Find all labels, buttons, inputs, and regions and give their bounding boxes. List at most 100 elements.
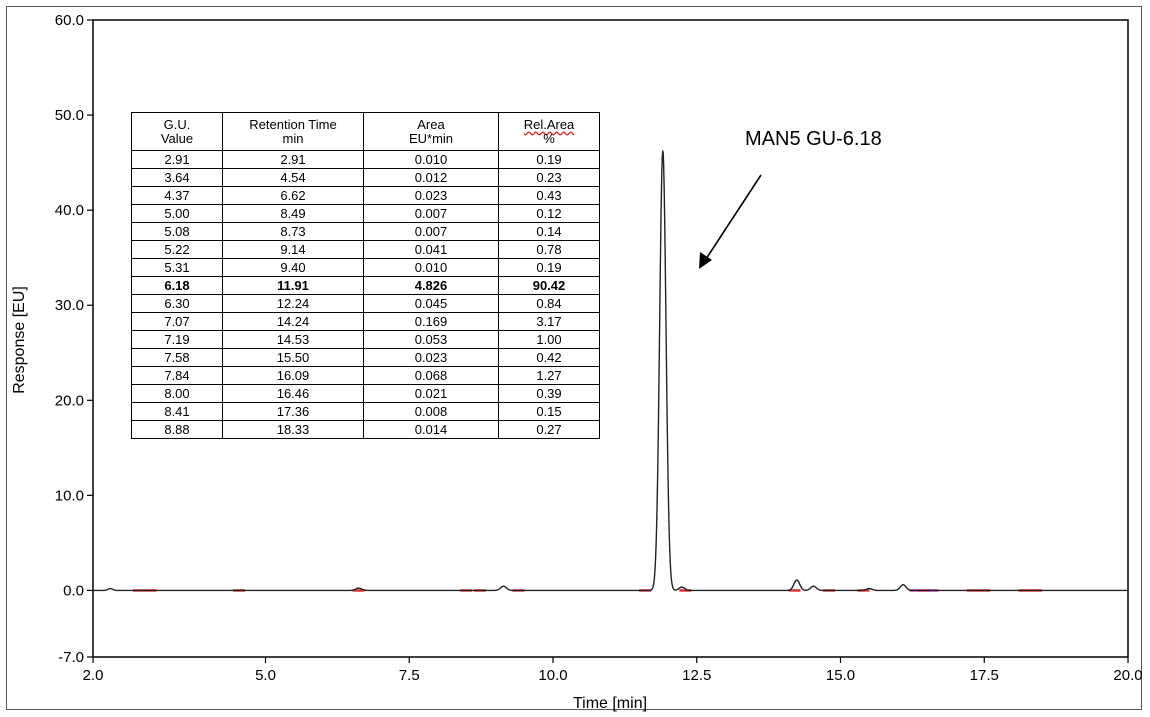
table-cell: 15.50 — [222, 348, 364, 367]
y-tick-label: 10.0 — [55, 487, 84, 504]
table-row: 5.08 8.73 0.007 0.14 — [131, 222, 600, 241]
x-tick-label: 17.5 — [970, 667, 999, 684]
x-tick-label: 5.0 — [255, 667, 276, 684]
table-cell: 5.22 — [131, 240, 223, 259]
table-cell: 6.18 — [131, 276, 223, 295]
table-cell: 1.00 — [498, 330, 600, 349]
table-cell: 9.40 — [222, 258, 364, 277]
peak-table: G.U. Value Retention Time min Area EU*min R… — [131, 112, 600, 439]
table-header-row: G.U. Value Retention Time min Area EU*min R… — [131, 112, 600, 151]
table-cell: 0.14 — [498, 222, 600, 241]
table-cell: 4.54 — [222, 168, 364, 187]
x-tick-label: 7.5 — [399, 667, 420, 684]
table-row: 7.07 14.24 0.169 3.17 — [131, 312, 600, 331]
table-cell: 8.00 — [131, 384, 223, 403]
table-cell: 17.36 — [222, 402, 364, 421]
table-row: 8.00 16.46 0.021 0.39 — [131, 384, 600, 403]
table-cell: 0.045 — [363, 294, 499, 313]
table-cell: 5.31 — [131, 258, 223, 277]
table-cell: 0.12 — [498, 204, 600, 223]
table-row: 5.00 8.49 0.007 0.12 — [131, 204, 600, 223]
table-row: 8.41 17.36 0.008 0.15 — [131, 402, 600, 421]
table-cell: 6.62 — [222, 186, 364, 205]
table-row: 5.31 9.40 0.010 0.19 — [131, 258, 600, 277]
table-cell: 18.33 — [222, 420, 364, 439]
table-cell: 0.010 — [363, 150, 499, 169]
table-cell: 0.27 — [498, 420, 600, 439]
table-cell: 8.88 — [131, 420, 223, 439]
header-retention-time: Retention Time min — [222, 112, 364, 151]
chart-frame — [6, 6, 1142, 710]
chromatogram-trace — [93, 150, 1128, 592]
table-cell: 7.19 — [131, 330, 223, 349]
table-row: 3.64 4.54 0.012 0.23 — [131, 168, 600, 187]
axes: 2.0 5.0 7.5 10.0 12.5 15.0 17.5 20.0 -7.0 0.0 10.0… — [55, 12, 1143, 684]
table-cell: 11.91 — [222, 276, 364, 295]
table-cell: 0.15 — [498, 402, 600, 421]
x-tick-label: 2.0 — [83, 667, 104, 684]
peak-annotation: MAN5 GU-6.18 — [745, 128, 882, 150]
table-cell: 16.46 — [222, 384, 364, 403]
table-cell: 0.39 — [498, 384, 600, 403]
table-cell: 0.023 — [363, 348, 499, 367]
table-cell: 0.014 — [363, 420, 499, 439]
table-cell: 0.021 — [363, 384, 499, 403]
table-row: 2.91 2.91 0.010 0.19 — [131, 150, 600, 169]
table-row: 8.88 18.33 0.014 0.27 — [131, 420, 600, 439]
table-cell: 0.42 — [498, 348, 600, 367]
table-cell: 8.41 — [131, 402, 223, 421]
table-row: 7.58 15.50 0.023 0.42 — [131, 348, 600, 367]
table-cell: 7.84 — [131, 366, 223, 385]
y-tick-label: 20.0 — [55, 392, 84, 409]
table-cell: 0.023 — [363, 186, 499, 205]
table-cell: 0.007 — [363, 222, 499, 241]
table-row: 5.22 9.14 0.041 0.78 — [131, 240, 600, 259]
table-cell: 14.24 — [222, 312, 364, 331]
table-cell: 8.49 — [222, 204, 364, 223]
table-cell: 14.53 — [222, 330, 364, 349]
y-tick-label: 0.0 — [63, 582, 84, 599]
table-cell: 0.84 — [498, 294, 600, 313]
table-cell: 6.30 — [131, 294, 223, 313]
table-cell: 0.068 — [363, 366, 499, 385]
x-axis-label: Time [min] — [573, 695, 647, 712]
table-cell: 7.58 — [131, 348, 223, 367]
y-tick-label: 30.0 — [55, 297, 84, 314]
table-cell: 0.041 — [363, 240, 499, 259]
table-cell: 90.42 — [498, 276, 600, 295]
y-tick-label: -7.0 — [58, 649, 84, 666]
x-tick-label: 20.0 — [1113, 667, 1142, 684]
table-cell: 0.19 — [498, 258, 600, 277]
table-cell: 0.169 — [363, 312, 499, 331]
table-cell: 16.09 — [222, 366, 364, 385]
table-row: 7.19 14.53 0.053 1.00 — [131, 330, 600, 349]
table-cell: 0.010 — [363, 258, 499, 277]
y-axis-label: Response [EU] — [11, 286, 28, 394]
table-cell: 9.14 — [222, 240, 364, 259]
table-cell: 12.24 — [222, 294, 364, 313]
header-gu-value: G.U. Value — [131, 112, 223, 151]
x-tick-label: 10.0 — [538, 667, 567, 684]
plot-area — [92, 19, 1129, 658]
table-cell: 8.73 — [222, 222, 364, 241]
table-row: 7.84 16.09 0.068 1.27 — [131, 366, 600, 385]
table-row: 4.37 6.62 0.023 0.43 — [131, 186, 600, 205]
table-cell: 0.007 — [363, 204, 499, 223]
table-cell: 0.23 — [498, 168, 600, 187]
y-tick-label: 40.0 — [55, 202, 84, 219]
table-cell: 0.19 — [498, 150, 600, 169]
table-cell: 0.053 — [363, 330, 499, 349]
y-tick-label: 50.0 — [55, 107, 84, 124]
table-cell: 0.43 — [498, 186, 600, 205]
table-cell: 2.91 — [131, 150, 223, 169]
table-cell: 3.17 — [498, 312, 600, 331]
table-cell: 4.826 — [363, 276, 499, 295]
y-tick-label: 60.0 — [55, 12, 84, 29]
table-cell: 7.07 — [131, 312, 223, 331]
table-cell: 0.008 — [363, 402, 499, 421]
table-cell: 0.78 — [498, 240, 600, 259]
table-cell: 3.64 — [131, 168, 223, 187]
header-area: Area EU*min — [363, 112, 499, 151]
table-cell: 0.012 — [363, 168, 499, 187]
